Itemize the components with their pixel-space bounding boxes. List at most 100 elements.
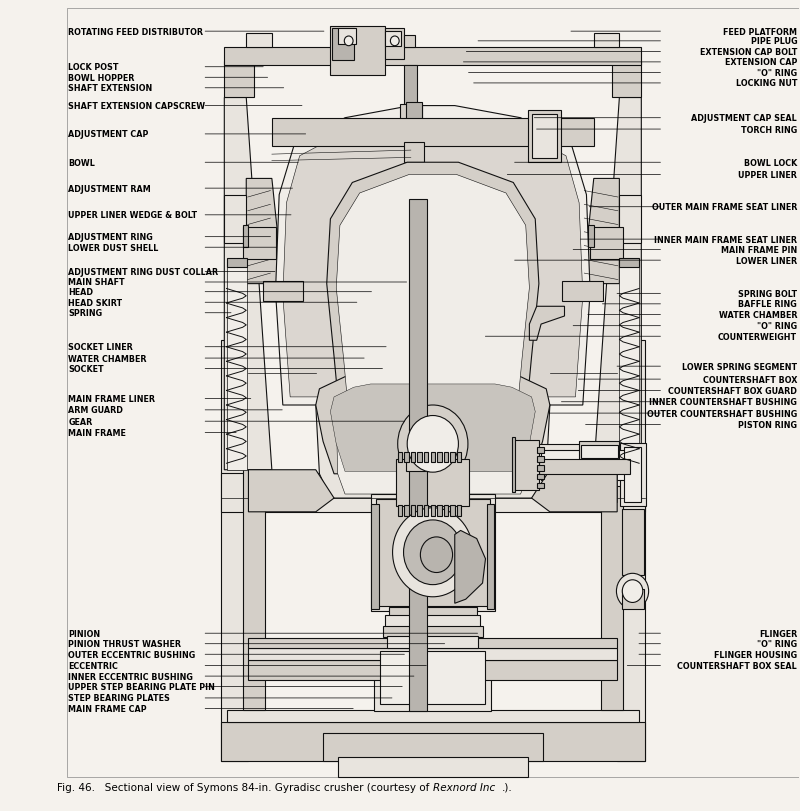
Bar [263, 282, 303, 302]
Bar [424, 506, 429, 517]
Bar [418, 453, 422, 462]
Text: STEP BEARING PLATES: STEP BEARING PLATES [69, 693, 170, 702]
Text: ROTATING FEED DISTRIBUTOR: ROTATING FEED DISTRIBUTOR [69, 28, 203, 36]
Bar [531, 114, 557, 159]
Text: WATER CHAMBER: WATER CHAMBER [69, 354, 147, 363]
Bar [376, 500, 490, 606]
Circle shape [407, 416, 458, 473]
Bar [444, 506, 448, 517]
Bar [588, 225, 594, 248]
Text: EXTENSION CAP BOLT: EXTENSION CAP BOLT [700, 48, 797, 57]
Text: COUNTERSHAFT BOX SEAL: COUNTERSHAFT BOX SEAL [678, 661, 797, 670]
Polygon shape [326, 163, 539, 474]
Bar [457, 506, 462, 517]
Circle shape [344, 37, 353, 47]
Text: FLINGER HOUSING: FLINGER HOUSING [714, 650, 797, 659]
Bar [323, 733, 542, 761]
Text: PISTON RING: PISTON RING [738, 420, 797, 429]
Text: UPPER LINER WEDGE & BOLT: UPPER LINER WEDGE & BOLT [69, 211, 198, 220]
Text: FLINGER: FLINGER [759, 629, 797, 638]
Bar [411, 453, 415, 462]
Bar [380, 651, 486, 705]
Bar [403, 66, 417, 106]
Bar [224, 49, 642, 66]
Text: HEAD: HEAD [69, 288, 94, 297]
Bar [424, 453, 429, 462]
Bar [535, 444, 645, 487]
Bar [404, 506, 409, 517]
Text: PINION THRUST WASHER: PINION THRUST WASHER [69, 639, 182, 649]
Text: FEED PLATFORM: FEED PLATFORM [723, 28, 797, 36]
Bar [374, 645, 491, 711]
Bar [226, 259, 247, 268]
Bar [403, 36, 414, 49]
Bar [450, 453, 454, 462]
Bar [404, 453, 409, 462]
Bar [406, 102, 422, 204]
Polygon shape [454, 530, 486, 603]
Bar [403, 143, 424, 163]
Bar [581, 446, 618, 458]
Bar [620, 444, 646, 507]
Bar [226, 268, 247, 470]
Bar [410, 200, 427, 711]
Text: BOWL HOPPER: BOWL HOPPER [69, 74, 135, 83]
Bar [387, 637, 478, 648]
Text: PIPE PLUG: PIPE PLUG [750, 37, 797, 46]
Text: LOWER DUST SHELL: LOWER DUST SHELL [69, 243, 159, 252]
Bar [619, 195, 642, 244]
Polygon shape [283, 121, 582, 397]
Circle shape [403, 521, 462, 585]
Bar [579, 442, 619, 462]
Text: SPRING BOLT: SPRING BOLT [738, 290, 797, 298]
Bar [537, 474, 544, 480]
Bar [242, 228, 275, 260]
Bar [612, 62, 642, 98]
Text: COUNTERSHAFT BOX: COUNTERSHAFT BOX [702, 375, 797, 384]
Bar [537, 466, 544, 471]
Bar [242, 470, 265, 710]
Text: ADJUSTMENT CAP SEAL: ADJUSTMENT CAP SEAL [691, 114, 797, 123]
Bar [430, 506, 435, 517]
Text: UPPER LINER: UPPER LINER [738, 170, 797, 180]
Text: "O" RING: "O" RING [757, 322, 797, 331]
Text: SHAFT EXTENSION CAPSCREW: SHAFT EXTENSION CAPSCREW [69, 102, 206, 111]
Text: ARM GUARD: ARM GUARD [69, 406, 123, 415]
Text: OUTER COUNTERSHAFT BUSHING: OUTER COUNTERSHAFT BUSHING [647, 409, 797, 418]
Bar [386, 616, 480, 627]
Text: SOCKET: SOCKET [69, 365, 104, 374]
Text: GEAR: GEAR [69, 417, 93, 426]
Text: Rexnord Inc: Rexnord Inc [433, 782, 495, 792]
Text: LOCK POST: LOCK POST [69, 63, 119, 72]
Bar [221, 723, 645, 761]
Text: SPRING: SPRING [69, 309, 102, 318]
Bar [444, 453, 448, 462]
Text: SHAFT EXTENSION: SHAFT EXTENSION [69, 84, 153, 93]
Text: BOWL LOCK: BOWL LOCK [744, 158, 797, 168]
Bar [617, 341, 645, 761]
Bar [386, 29, 403, 59]
Bar [396, 460, 470, 507]
Text: ADJUSTMENT RING: ADJUSTMENT RING [69, 233, 154, 242]
Bar [246, 34, 272, 49]
Circle shape [398, 406, 468, 483]
Circle shape [622, 580, 642, 603]
Circle shape [617, 573, 649, 609]
Polygon shape [246, 179, 283, 285]
Bar [590, 228, 623, 260]
Circle shape [390, 37, 399, 47]
Circle shape [393, 508, 473, 597]
Bar [537, 457, 544, 462]
Text: EXTENSION CAP: EXTENSION CAP [725, 58, 797, 67]
Polygon shape [530, 307, 565, 341]
Bar [438, 506, 442, 517]
Bar [386, 32, 402, 47]
Bar [487, 504, 494, 609]
Text: MAIN FRAME PIN: MAIN FRAME PIN [721, 246, 797, 255]
Bar [338, 29, 356, 45]
Bar [625, 448, 642, 503]
Bar [539, 460, 630, 474]
Bar [537, 448, 544, 453]
Text: LOWER SPRING SEGMENT: LOWER SPRING SEGMENT [682, 363, 797, 371]
Bar [242, 225, 249, 248]
